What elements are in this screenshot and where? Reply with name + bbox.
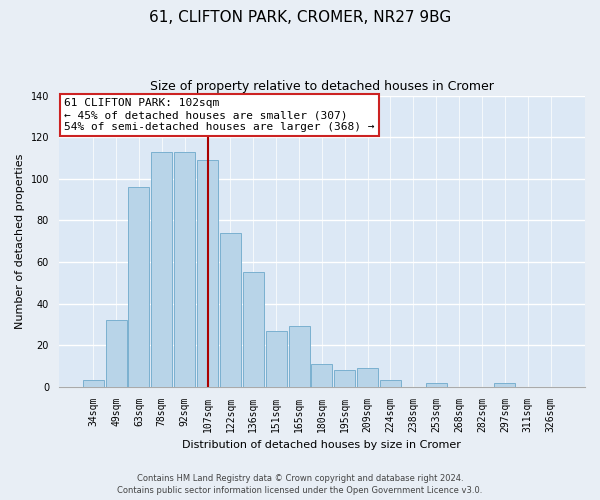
Bar [83, 380, 104, 386]
Text: Contains HM Land Registry data © Crown copyright and database right 2024.
Contai: Contains HM Land Registry data © Crown c… [118, 474, 482, 495]
Bar [357, 368, 378, 386]
Bar [151, 152, 172, 386]
Text: 61 CLIFTON PARK: 102sqm
← 45% of detached houses are smaller (307)
54% of semi-d: 61 CLIFTON PARK: 102sqm ← 45% of detache… [64, 98, 374, 132]
Bar [380, 380, 401, 386]
Bar [426, 382, 447, 386]
X-axis label: Distribution of detached houses by size in Cromer: Distribution of detached houses by size … [182, 440, 461, 450]
Bar [266, 330, 287, 386]
Bar [220, 233, 241, 386]
Bar [334, 370, 355, 386]
Y-axis label: Number of detached properties: Number of detached properties [15, 154, 25, 329]
Text: 61, CLIFTON PARK, CROMER, NR27 9BG: 61, CLIFTON PARK, CROMER, NR27 9BG [149, 10, 451, 25]
Title: Size of property relative to detached houses in Cromer: Size of property relative to detached ho… [150, 80, 494, 93]
Bar [197, 160, 218, 386]
Bar [494, 382, 515, 386]
Bar [289, 326, 310, 386]
Bar [243, 272, 264, 386]
Bar [128, 187, 149, 386]
Bar [311, 364, 332, 386]
Bar [106, 320, 127, 386]
Bar [174, 152, 195, 386]
